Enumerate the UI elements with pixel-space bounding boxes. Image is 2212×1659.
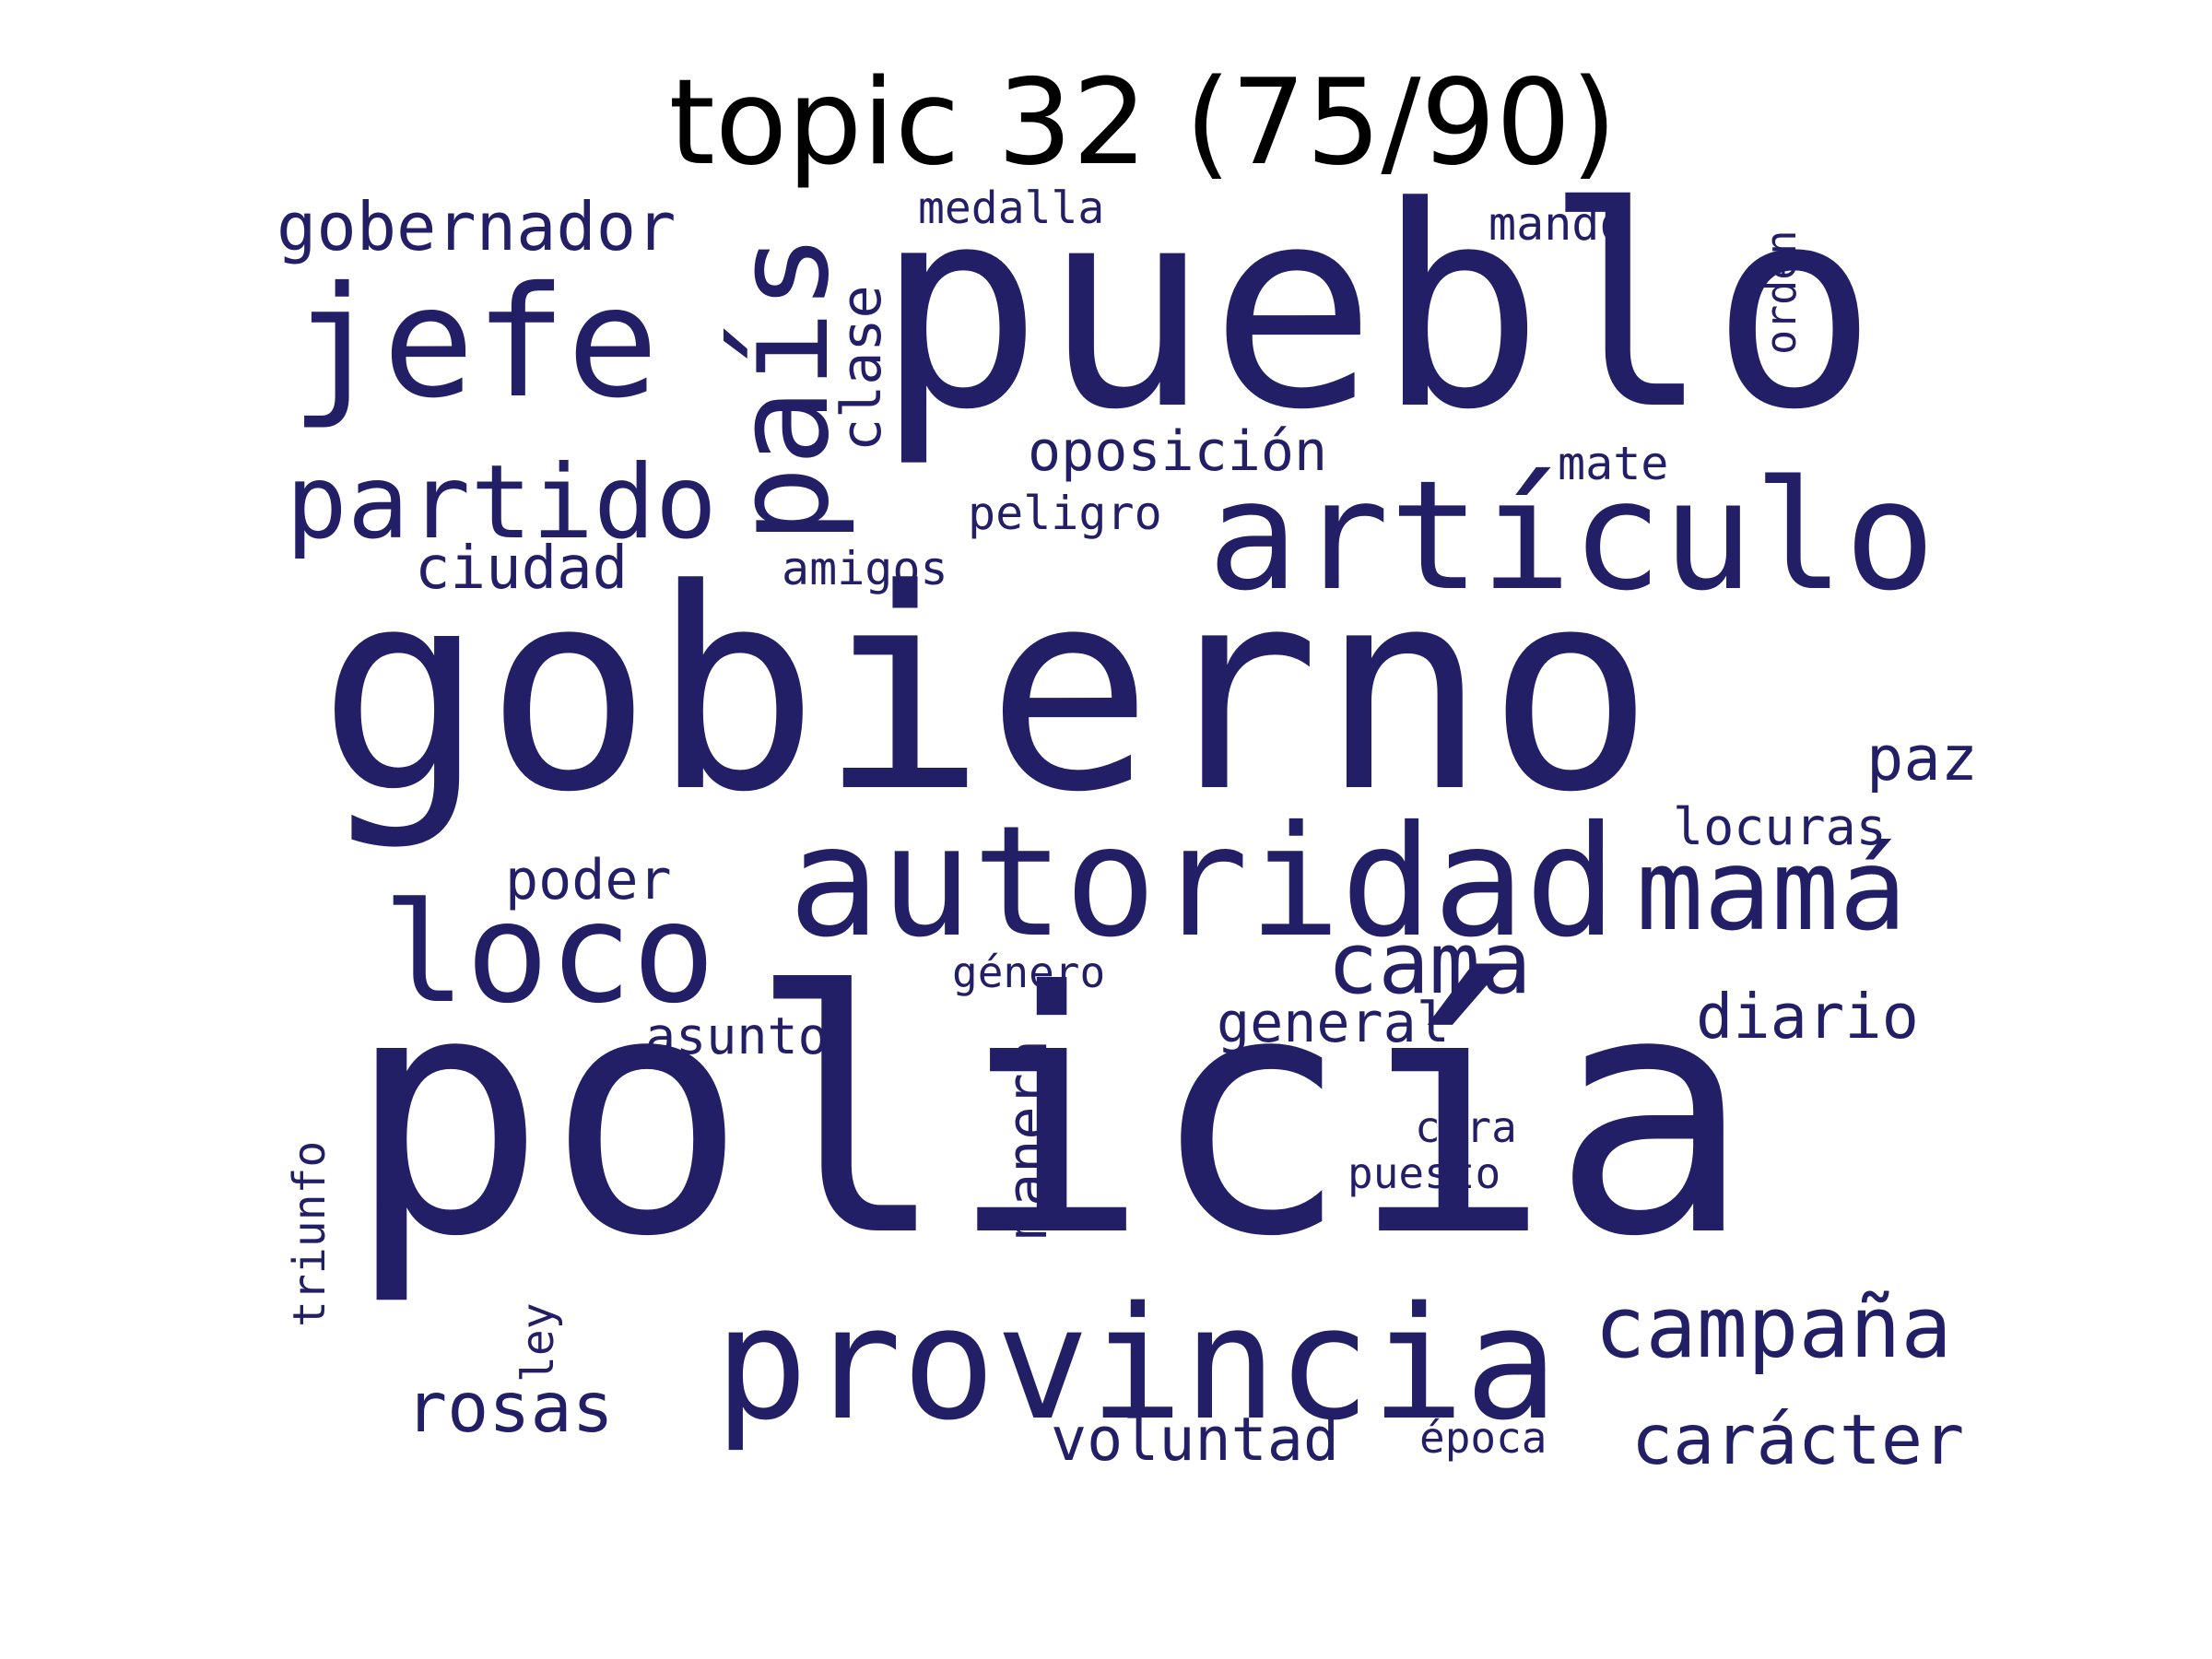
word-loco: loco bbox=[382, 874, 716, 1034]
word-ley: ley bbox=[512, 1302, 564, 1382]
word-clase: clase bbox=[830, 285, 894, 452]
word-oposicion: oposición bbox=[1028, 419, 1328, 484]
word-partido: partido bbox=[286, 443, 717, 562]
word-peligro: peligro bbox=[968, 487, 1162, 540]
word-mama: mamá bbox=[1636, 825, 1907, 956]
word-pueblo: pueblo bbox=[876, 147, 1878, 470]
word-policia: policía bbox=[346, 922, 1752, 1310]
word-triunfo: triunfo bbox=[284, 1140, 335, 1327]
chart-title: topic 32 (75/90) bbox=[668, 54, 1618, 192]
word-rosas: rosas bbox=[406, 1367, 614, 1448]
word-medalla: medalla bbox=[918, 182, 1105, 234]
word-cara: cara bbox=[1415, 1102, 1517, 1152]
word-orden: orden bbox=[1757, 229, 1806, 355]
word-locuras: locuras bbox=[1673, 797, 1887, 856]
word-mando: mando bbox=[1488, 197, 1628, 251]
word-ciudad: ciudad bbox=[415, 535, 629, 603]
word-mate: mate bbox=[1558, 437, 1669, 490]
word-gobierno: gobierno bbox=[318, 530, 1654, 853]
word-poder: poder bbox=[505, 848, 672, 912]
word-gobernador: gobernador bbox=[276, 188, 677, 265]
word-provincia: provincia bbox=[714, 1273, 1559, 1454]
word-amigos: amigos bbox=[782, 542, 948, 595]
word-diario: diario bbox=[1696, 981, 1920, 1053]
word-articulo: artículo bbox=[1207, 448, 1936, 624]
word-jefe: jefe bbox=[290, 254, 659, 432]
word-genero: género bbox=[952, 947, 1106, 997]
word-paz: paz bbox=[1866, 723, 1979, 794]
word-voluntad: voluntad bbox=[1051, 1406, 1340, 1475]
word-general: general bbox=[1217, 991, 1450, 1055]
word-puesto: puesto bbox=[1347, 1148, 1501, 1198]
word-autoridad: autoridad bbox=[788, 794, 1618, 971]
word-caracter: carácter bbox=[1631, 1399, 1965, 1480]
word-epoca: época bbox=[1419, 1413, 1547, 1463]
word-pais: país bbox=[708, 232, 858, 544]
word-cama: cama bbox=[1327, 914, 1532, 1013]
word-campana: campaña bbox=[1594, 1278, 1952, 1377]
word-asunto: asunto bbox=[645, 1006, 829, 1065]
word-manera: manera bbox=[995, 1040, 1060, 1240]
